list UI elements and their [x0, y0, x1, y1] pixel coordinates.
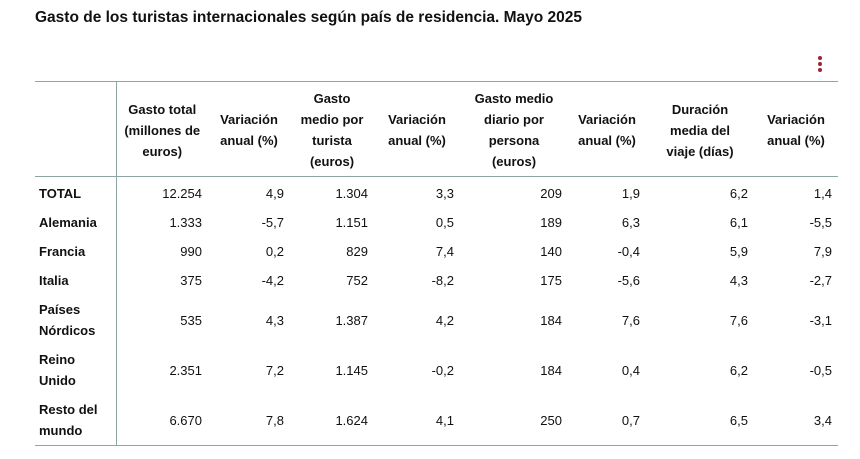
table-row: TOTAL 12.254 4,9 1.304 3,3 209 1,9 6,2 1… [35, 176, 838, 208]
table-cell: -4,2 [261, 273, 284, 288]
column-header: Gasto medio diario por persona (euros) [474, 91, 554, 169]
table-cell: -5,6 [617, 273, 640, 288]
table-cell: 375 [180, 273, 202, 288]
table-cell: 0,2 [265, 244, 284, 259]
table-cell: 990 [180, 244, 202, 259]
table-cell: -3,1 [809, 312, 832, 328]
column-header: Gasto total (millones de euros) [124, 101, 201, 159]
table-cell: 140 [540, 244, 562, 259]
row-label: Resto del mundo [35, 395, 117, 446]
table-cell: 12.254 [162, 186, 202, 201]
table-cell: -0,5 [809, 362, 832, 378]
table-row: Alemania 1.333 -5,7 1.151 0,5 189 6,3 6,… [35, 208, 838, 237]
table-row: Reino Unido 2.351 7,2 1.145 -0,2 184 0,4… [35, 345, 838, 395]
table-cell: -5,7 [261, 215, 284, 230]
table-cell: 1.624 [335, 412, 368, 428]
table-cell: 189 [540, 215, 562, 230]
table-cell: 184 [540, 312, 562, 328]
table-cell: 1,9 [621, 186, 640, 201]
table-cell: 6,2 [729, 186, 748, 201]
row-label: TOTAL [35, 176, 117, 208]
table-cell: -8,2 [431, 273, 454, 288]
table-cell: 0,4 [621, 362, 640, 378]
data-table-container: Gasto total (millones de euros) Variació… [35, 81, 838, 446]
table-cell: 6,2 [729, 362, 748, 378]
table-row: Italia 375 -4,2 752 -8,2 175 -5,6 4,3 -2… [35, 266, 838, 295]
table-cell: 7,4 [435, 244, 454, 259]
table-cell: 1.304 [335, 186, 368, 201]
table-cell: 7,9 [813, 244, 832, 259]
table-cell: 1.145 [335, 362, 368, 378]
table-cell: 3,4 [813, 412, 832, 428]
page-title: Gasto de los turistas internacionales se… [35, 9, 583, 26]
row-label: Países Nórdicos [35, 295, 117, 345]
table-row: Francia 990 0,2 829 7,4 140 -0,4 5,9 7,9 [35, 237, 838, 266]
table-cell: 829 [346, 244, 368, 259]
table-cell: 175 [540, 273, 562, 288]
table-cell: 0,7 [621, 412, 640, 428]
column-header: Variación anual (%) [220, 112, 278, 148]
table-row: Resto del mundo 6.670 7,8 1.624 4,1 250 … [35, 395, 838, 446]
column-header: Variación anual (%) [388, 112, 446, 148]
table-cell: 7,2 [265, 362, 284, 378]
table-cell: 1,4 [813, 186, 832, 201]
column-header: Gasto medio por turista (euros) [300, 91, 364, 169]
row-label: Francia [35, 237, 117, 266]
table-cell: 7,6 [621, 312, 640, 328]
column-header: Variación anual (%) [578, 112, 636, 148]
vertical-dots-icon[interactable] [814, 55, 826, 73]
table-cell: 3,3 [435, 186, 454, 201]
data-table: Gasto total (millones de euros) Variació… [35, 81, 838, 446]
table-cell: 1.387 [335, 312, 368, 328]
table-header-row: Gasto total (millones de euros) Variació… [35, 81, 838, 177]
table-cell: 2.351 [169, 362, 202, 378]
table-cell: 4,2 [435, 312, 454, 328]
table-cell: 184 [540, 362, 562, 378]
table-cell: -0,4 [617, 244, 640, 259]
row-label: Reino Unido [35, 345, 117, 395]
table-cell: 250 [540, 412, 562, 428]
table-cell: 4,3 [265, 312, 284, 328]
table-cell: 535 [180, 312, 202, 328]
row-label: Italia [35, 266, 117, 295]
table-cell: -5,5 [809, 215, 832, 230]
table-cell: 6,5 [729, 412, 748, 428]
table-cell: 4,3 [729, 273, 748, 288]
table-row: Países Nórdicos 535 4,3 1.387 4,2 184 7,… [35, 295, 838, 345]
table-cell: -0,2 [431, 362, 454, 378]
table-corner-cell [35, 81, 117, 177]
table-cell: 6,3 [621, 215, 640, 230]
table-cell: -2,7 [809, 273, 832, 288]
table-cell: 5,9 [729, 244, 748, 259]
table-cell: 7,8 [265, 412, 284, 428]
table-cell: 6,1 [729, 215, 748, 230]
column-header: Duración media del viaje (días) [666, 101, 734, 159]
table-cell: 6.670 [169, 412, 202, 428]
table-cell: 1.151 [335, 215, 368, 230]
table-cell: 752 [346, 273, 368, 288]
table-cell: 1.333 [169, 215, 202, 230]
table-cell: 4,9 [265, 186, 284, 201]
table-cell: 4,1 [435, 412, 454, 428]
table-cell: 0,5 [435, 215, 454, 230]
table-cell: 209 [540, 186, 562, 201]
table-cell: 7,6 [729, 312, 748, 328]
row-label: Alemania [35, 208, 117, 237]
column-header: Variación anual (%) [767, 112, 825, 148]
